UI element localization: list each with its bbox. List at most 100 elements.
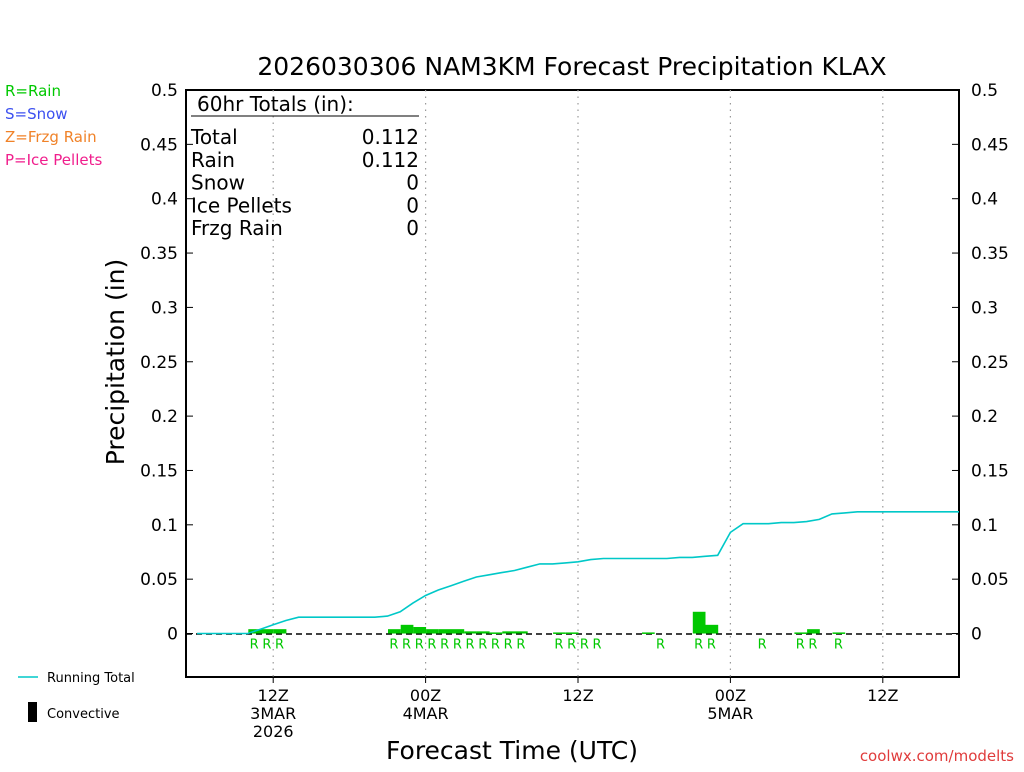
y-tick-label-right: 0.05 (971, 570, 1009, 590)
precip-type-marker: R (262, 638, 271, 653)
chart-title: 2026030306 NAM3KM Forecast Precipitation… (257, 52, 886, 81)
totals-row-label: Ice Pellets (191, 193, 292, 217)
running-total-line-group (197, 510, 959, 635)
precip-type-legend-item: P=Ice Pellets (5, 151, 102, 169)
y-tick-label-right: 0.25 (971, 353, 1009, 373)
precip-bar (273, 629, 287, 634)
y-axis-label: Precipitation (in) (101, 259, 130, 466)
precip-type-legend-item: S=Snow (5, 105, 68, 123)
credit-text: coolwx.com/modelts (860, 747, 1014, 765)
precip-bar (489, 632, 503, 634)
precip-type-marker: R (593, 638, 602, 653)
precip-type-legend-item: R=Rain (5, 82, 61, 100)
y-tick-label-left: 0.3 (151, 298, 178, 318)
x-gridlines (272, 90, 884, 677)
precip-type-marker: R (402, 638, 411, 653)
running-total-line (197, 510, 959, 635)
y-tick-label-left: 0.25 (140, 353, 178, 373)
y-tick-label-right: 0.5 (971, 81, 998, 101)
precip-type-marker: R (656, 638, 665, 653)
precip-bar (642, 632, 655, 634)
precip-bar (400, 624, 414, 634)
convective-legend-swatch (28, 702, 37, 722)
precip-bar (807, 629, 820, 634)
running-total-legend-label: Running Total (47, 671, 135, 686)
precip-type-marker: R (516, 638, 525, 653)
precip-type-marker: R (834, 638, 843, 653)
precip-type-marker: R (478, 638, 487, 653)
totals-row-value: 0.112 (362, 125, 419, 149)
totals-row-value: 0 (406, 193, 419, 217)
y-tick-label-left: 0.2 (151, 407, 178, 427)
precip-bar (451, 629, 465, 634)
plot-frame (185, 89, 960, 678)
precip-type-marker: R (275, 638, 284, 653)
totals-row-label: Frzg Rain (191, 216, 283, 240)
precip-type-marker: R (440, 638, 449, 653)
precip-bar (553, 632, 566, 634)
x-tick-label: 12Z (867, 686, 898, 705)
precip-bar (413, 626, 427, 634)
precip-type-marker: R (567, 638, 576, 653)
y-tick-label-right: 0.35 (971, 244, 1009, 264)
y-tick-label-left: 0.05 (140, 570, 178, 590)
y-tick-label-left: 0.35 (140, 244, 178, 264)
totals-row-value: 0 (406, 216, 419, 240)
y-tick-label-left: 0.1 (151, 516, 178, 536)
y-tick-label-right: 0 (971, 625, 982, 645)
x-axis-label: Forecast Time (UTC) (386, 736, 638, 765)
precip-type-marker: R (554, 638, 563, 653)
precip-type-marker: R (250, 638, 259, 653)
precip-bar (261, 629, 274, 634)
x-tick-label: 12Z (562, 686, 593, 705)
precip-bar (438, 629, 452, 634)
precip-type-marker: R (491, 638, 500, 653)
y-tick-label-left: 0 (167, 625, 178, 645)
precip-bar (464, 631, 477, 634)
precip-type-marker: R (389, 638, 398, 653)
totals-row-label: Rain (191, 148, 235, 172)
y-tick-label-left: 0.15 (140, 461, 178, 481)
precip-bar (705, 624, 719, 634)
y-tick-label-right: 0.45 (971, 135, 1009, 155)
totals-heading: 60hr Totals (in): (197, 92, 354, 116)
precip-type-marker: R (796, 638, 805, 653)
y-tick-label-left: 0.45 (140, 135, 178, 155)
precip-bar (565, 632, 579, 634)
precip-type-legend-item: Z=Frzg Rain (5, 128, 97, 146)
precip-type-marker: R (504, 638, 513, 653)
precip-type-marker: R (427, 638, 436, 653)
x-tick-label: 3MAR (250, 704, 296, 723)
precip-type-legend: R=Rain S=Snow Z=Frzg Rain P=Ice Pellets (5, 82, 102, 169)
y-tick-label-right: 0.1 (971, 516, 998, 536)
precip-bar (832, 632, 846, 634)
bottom-legend: Running Total Convective (18, 671, 135, 722)
x-tick-label: 12Z (258, 686, 289, 705)
precip-bar (502, 631, 515, 634)
x-tick-label: 4MAR (403, 704, 449, 723)
precip-bar (476, 631, 490, 634)
totals-rows: Total 0.112 Rain 0.112 Snow 0 Ice Pellets 0 Frzg… (190, 125, 419, 240)
totals-row-label: Snow (191, 171, 245, 195)
precip-bar (515, 631, 528, 634)
precip-bar (794, 632, 808, 634)
precip-type-marker: R (415, 638, 424, 653)
precip-type-marker: R (758, 638, 767, 653)
y-tick-label-right: 0.15 (971, 461, 1009, 481)
precip-type-marker: R (707, 638, 716, 653)
precip-type-marker: R (466, 638, 475, 653)
y-axis-right: 0 0.05 0.1 0.15 0.2 0.25 0.3 0.35 0.4 0.45 0.5 (952, 81, 1009, 645)
precip-type-marker: R (580, 638, 589, 653)
totals-row-value: 0.112 (362, 148, 419, 172)
x-tick-label: 2026 (253, 722, 294, 741)
y-tick-label-right: 0.2 (971, 407, 998, 427)
precip-bar (692, 611, 706, 634)
hourly-bars (248, 611, 846, 634)
x-tick-label: 5MAR (707, 704, 753, 723)
precip-type-marker: R (808, 638, 817, 653)
precip-type-marker: R (694, 638, 703, 653)
precip-type-marker: R (453, 638, 462, 653)
